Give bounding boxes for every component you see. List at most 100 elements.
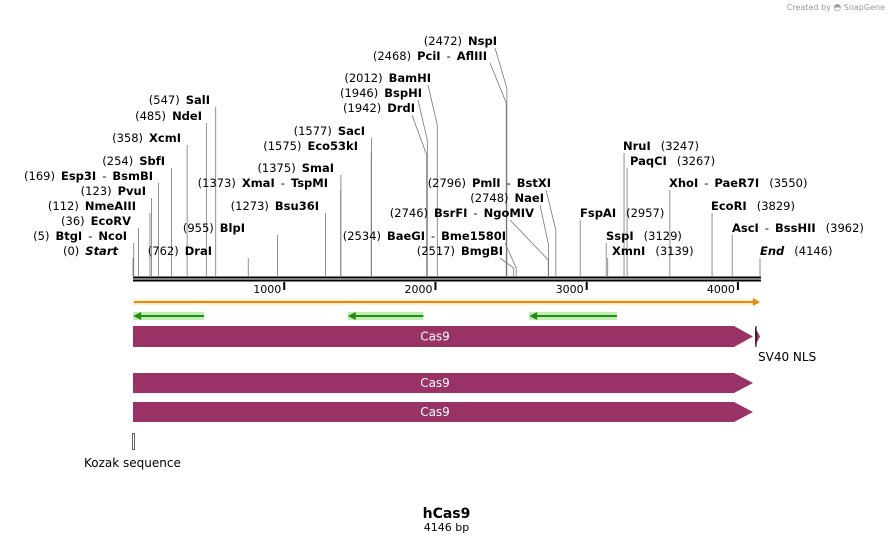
site-label[interactable]: (2748) NaeI xyxy=(470,191,544,205)
site-line xyxy=(504,242,517,276)
orf-arrowhead xyxy=(529,312,538,320)
site-position: (1942) xyxy=(343,101,381,115)
site-label[interactable]: (169) Esp3I - BsmBI xyxy=(24,169,153,183)
site-label[interactable]: XhoI - PaeR7I (3550) xyxy=(669,176,807,190)
site-label[interactable]: (1373) XmaI - TspMI xyxy=(198,176,328,190)
site-position: (485) xyxy=(135,109,166,123)
site-enzyme-name: NruI xyxy=(623,139,651,153)
site-position: (4146) xyxy=(794,244,832,258)
site-label[interactable]: AscI - BssHII (3962) xyxy=(732,221,864,235)
site-position: (2748) xyxy=(470,191,508,205)
site-position: (1273) xyxy=(231,199,269,213)
site-enzyme-name: BaeGI xyxy=(387,229,425,243)
site-label[interactable]: (254) SbfI xyxy=(102,154,165,168)
watermark-created-by: Created by xyxy=(786,3,831,12)
site-enzyme-name: EcoRI xyxy=(711,199,747,213)
cas9-track3-arrow xyxy=(133,402,753,422)
site-enzyme-name: NdeI xyxy=(172,109,202,123)
site-separator: - xyxy=(704,176,708,190)
site-position: (3550) xyxy=(769,176,807,190)
site-enzyme-name: PvuI xyxy=(118,184,146,198)
sv40-nls-feature[interactable]: SV40 NLS xyxy=(755,326,816,364)
site-enzyme-name: DrdI xyxy=(387,101,415,115)
cas9-track3-label: Cas9 xyxy=(420,405,450,419)
site-label[interactable]: (1946) BspHI xyxy=(340,86,422,100)
backbone-line-bottom xyxy=(133,279,761,282)
site-label[interactable]: (1375) SmaI xyxy=(257,161,334,175)
site-label[interactable]: (762) DraI xyxy=(148,244,212,258)
kozak-marker xyxy=(132,433,135,450)
site-label[interactable]: XmnI (3139) xyxy=(612,244,694,258)
site-position: (2012) xyxy=(344,71,382,85)
site-line xyxy=(417,99,428,276)
cas9-track3-feature[interactable]: Cas9 xyxy=(133,402,753,422)
site-position: (3247) xyxy=(661,139,699,153)
site-label[interactable]: FspAI (2957) xyxy=(580,206,664,220)
snapgene-watermark: Created by ◓ SnapGene xyxy=(787,3,885,13)
cas9-track2-feature[interactable]: Cas9 xyxy=(133,373,753,393)
site-label[interactable]: SspI (3129) xyxy=(606,229,682,243)
plasmid-length: 4146 bp xyxy=(423,521,470,534)
site-label[interactable]: (2534) BaeGI - Bme1580I xyxy=(343,229,506,243)
site-enzyme-name: XmnI xyxy=(612,244,645,258)
site-position: (1577) xyxy=(294,124,332,138)
site-label[interactable]: (2472) NspI xyxy=(424,34,497,48)
site-label[interactable]: (1577) SacI xyxy=(294,124,365,138)
site-label[interactable]: (2468) PciI - AflIII xyxy=(373,49,487,63)
site-label[interactable]: (1273) Bsu36I xyxy=(231,199,319,213)
site-position: (3267) xyxy=(677,154,715,168)
site-position: (1373) xyxy=(198,176,236,190)
site-separator: - xyxy=(431,229,435,243)
site-label[interactable]: PaqCI (3267) xyxy=(630,154,715,168)
site-label[interactable]: (1942) DrdI xyxy=(343,101,415,115)
site-line xyxy=(499,257,515,276)
site-enzyme-name: Bsu36I xyxy=(275,199,319,213)
ruler-tick-label: 3000 xyxy=(556,283,584,296)
site-enzyme-name: EcoRV xyxy=(91,214,131,228)
site-line xyxy=(489,62,507,276)
site-label[interactable]: (5) BtgI - NcoI xyxy=(33,229,127,243)
orange-orf-track[interactable] xyxy=(133,298,760,306)
site-enzyme-name: NspI xyxy=(468,34,497,48)
site-position: (123) xyxy=(81,184,112,198)
site-label[interactable]: NruI (3247) xyxy=(623,139,699,153)
site-label[interactable]: EcoRI (3829) xyxy=(711,199,795,213)
site-label[interactable]: (36) EcoRV xyxy=(61,214,131,228)
site-separator: - xyxy=(88,229,92,243)
site-label[interactable]: (955) BlpI xyxy=(183,221,245,235)
site-enzyme-name: AflIII xyxy=(457,49,487,63)
site-line xyxy=(427,84,438,276)
site-label[interactable]: (2796) PmlI - BstXI xyxy=(428,176,551,190)
site-label[interactable]: End (4146) xyxy=(760,244,833,258)
site-enzyme-name: SspI xyxy=(606,229,634,243)
cas9-main-feature[interactable]: Cas9 xyxy=(133,326,753,347)
site-enzyme-name: XmaI xyxy=(242,176,275,190)
site-enzyme-name: Bme1580I xyxy=(441,229,506,243)
watermark-brand: SnapGene xyxy=(843,3,885,12)
plasmid-name: hCas9 xyxy=(422,506,471,522)
site-label[interactable]: (1575) Eco53kI xyxy=(263,139,358,153)
site-position: (1575) xyxy=(263,139,301,153)
site-label[interactable]: (2746) BsrFI - NgoMIV xyxy=(390,206,534,220)
site-position: (169) xyxy=(24,169,55,183)
site-separator: - xyxy=(281,176,285,190)
site-label[interactable]: (358) XcmI xyxy=(112,131,181,145)
kozak-feature[interactable]: Kozak sequence xyxy=(84,433,181,471)
site-label[interactable]: (547) SalI xyxy=(149,93,210,107)
site-label[interactable]: (2012) BamHI xyxy=(344,71,431,85)
site-enzyme-name: SalI xyxy=(186,93,210,107)
ruler-tick-label: 4000 xyxy=(707,283,735,296)
site-position: (112) xyxy=(48,199,79,213)
site-enzyme-name: XcmI xyxy=(149,131,181,145)
site-label[interactable]: (0) Start xyxy=(63,244,119,258)
cas9-main-arrow xyxy=(133,326,753,347)
site-label[interactable]: (2517) BmgBI xyxy=(417,244,503,258)
site-position: (0) xyxy=(63,244,79,258)
site-enzyme-name: TspMI xyxy=(291,176,328,190)
site-label[interactable]: (123) PvuI xyxy=(81,184,146,198)
site-label[interactable]: (112) NmeAIII xyxy=(48,199,136,213)
site-label[interactable]: (485) NdeI xyxy=(135,109,202,123)
site-lines xyxy=(132,47,761,276)
sequence-backbone xyxy=(133,276,761,282)
